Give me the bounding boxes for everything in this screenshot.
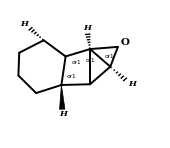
Text: H: H: [20, 20, 28, 28]
Text: O: O: [121, 38, 130, 47]
Text: or1: or1: [67, 74, 76, 79]
Polygon shape: [59, 85, 65, 109]
Text: H: H: [128, 80, 136, 88]
Text: or1: or1: [85, 58, 95, 63]
Text: or1: or1: [105, 54, 114, 59]
Text: H: H: [59, 110, 67, 118]
Text: or1: or1: [72, 60, 81, 65]
Text: H: H: [83, 24, 91, 32]
